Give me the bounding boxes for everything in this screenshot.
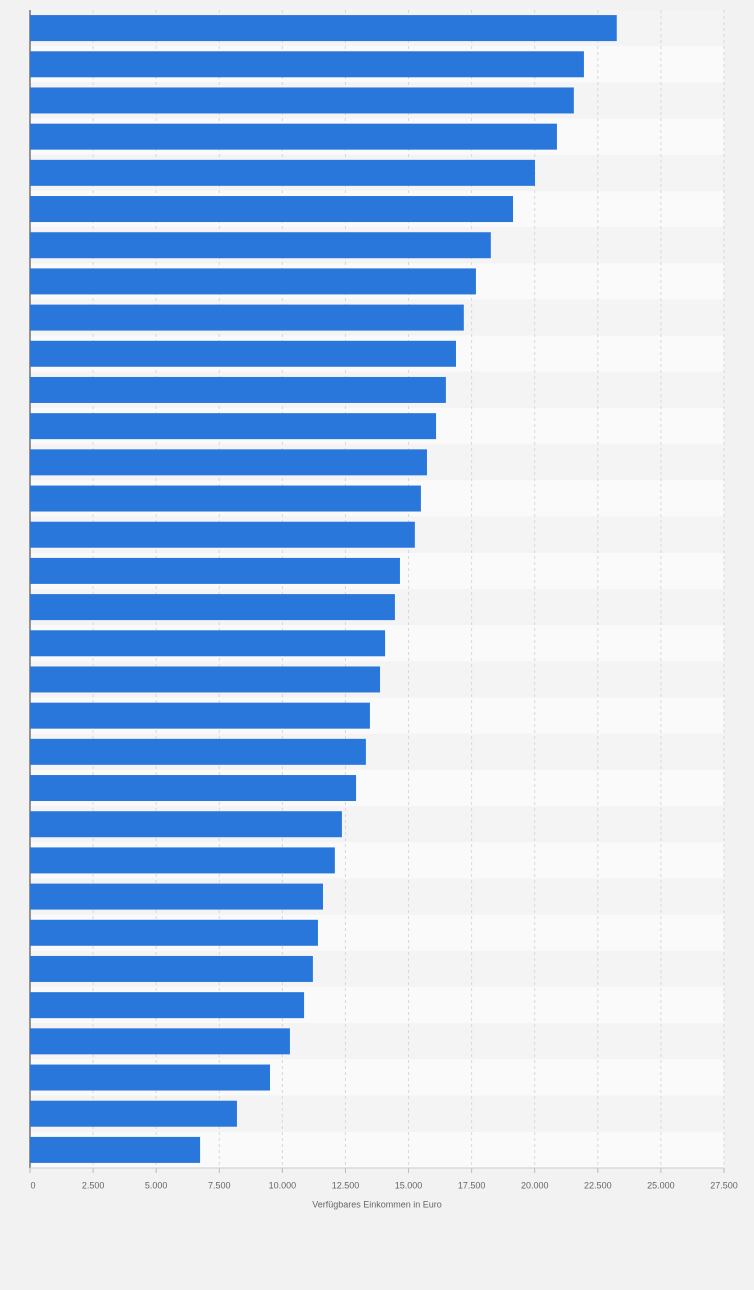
bar xyxy=(30,1100,237,1127)
bar xyxy=(30,702,370,729)
bar xyxy=(30,376,446,403)
bar xyxy=(30,847,335,874)
x-tick-label: 5.000 xyxy=(145,1180,168,1190)
bar xyxy=(30,485,421,512)
bar xyxy=(30,992,305,1019)
x-tick-label: 2.500 xyxy=(82,1180,105,1190)
bar xyxy=(30,521,415,548)
bar xyxy=(30,159,535,186)
bar xyxy=(30,883,323,910)
bar xyxy=(30,413,437,440)
bar xyxy=(30,304,464,331)
x-tick-label: 25.000 xyxy=(647,1180,675,1190)
bar xyxy=(30,594,395,621)
x-tick-label: 12.500 xyxy=(332,1180,360,1190)
bar xyxy=(30,123,557,150)
x-tick-label: 22.500 xyxy=(584,1180,612,1190)
bar xyxy=(30,1136,201,1163)
x-tick-label: 10.000 xyxy=(269,1180,297,1190)
x-tick-label: 27.500 xyxy=(710,1180,738,1190)
x-tick-label: 0 xyxy=(30,1180,35,1190)
bar xyxy=(30,51,584,78)
x-tick-label: 15.000 xyxy=(395,1180,423,1190)
bar xyxy=(30,738,366,765)
bar xyxy=(30,557,400,584)
bar xyxy=(30,955,313,982)
bar xyxy=(30,449,427,476)
x-axis-title: Verfügbares Einkommen in Euro xyxy=(312,1199,442,1209)
bar xyxy=(30,87,574,114)
bar xyxy=(30,196,514,223)
bar xyxy=(30,630,386,657)
x-tick-label: 20.000 xyxy=(521,1180,549,1190)
bar xyxy=(30,340,456,367)
bar xyxy=(30,1028,290,1055)
bar xyxy=(30,811,342,838)
bar xyxy=(30,919,318,946)
bar xyxy=(30,1064,270,1091)
bar xyxy=(30,232,491,259)
bar xyxy=(30,666,381,693)
x-tick-label: 7.500 xyxy=(208,1180,231,1190)
bar xyxy=(30,775,357,802)
bar xyxy=(30,15,617,42)
x-tick-label: 17.500 xyxy=(458,1180,486,1190)
bar xyxy=(30,268,476,295)
